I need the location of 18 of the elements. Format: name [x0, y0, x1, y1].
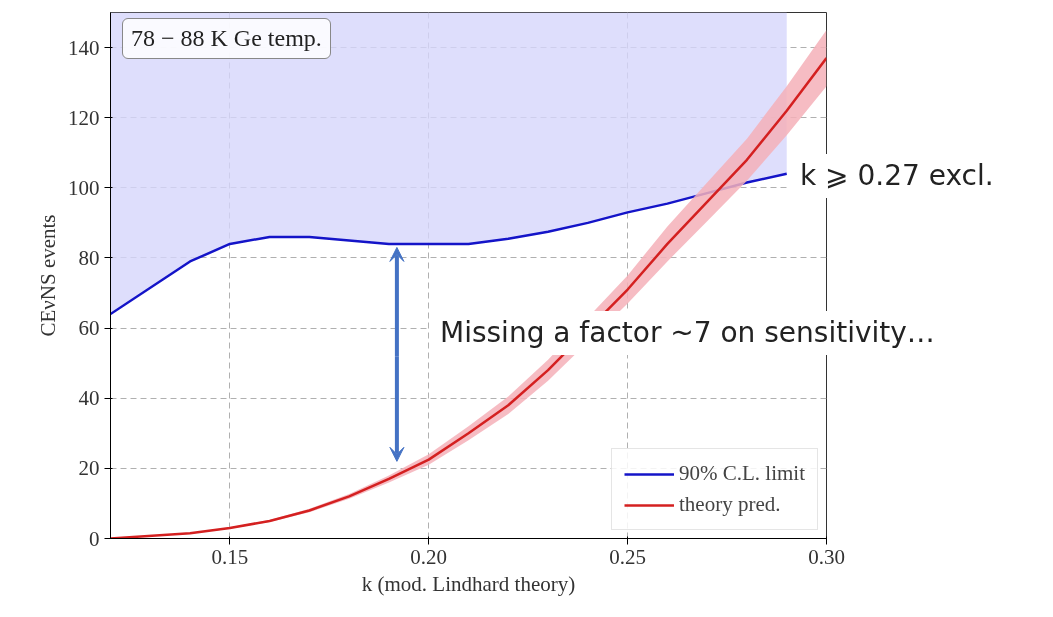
y-tick-label: 80 [78, 245, 100, 270]
y-tick-label: 100 [68, 175, 100, 200]
y-tick-label: 0 [89, 526, 100, 551]
x-axis-title: k (mod. Lindhard theory) [361, 571, 576, 596]
legend-label: 90% C.L. limit [679, 461, 805, 486]
x-tick-label: 0.15 [211, 544, 249, 569]
y-tick-label: 60 [78, 316, 100, 341]
annotation: 78 − 88 K Ge temp. [122, 18, 331, 59]
y-tick-label: 40 [78, 386, 100, 411]
legend-label: theory pred. [679, 492, 781, 517]
y-tick-label: 120 [68, 105, 100, 130]
x-tick-label: 0.30 [808, 544, 845, 569]
x-tick-label: 0.25 [609, 544, 646, 569]
y-axis-title: CEνNS events [36, 214, 60, 337]
y-tick-label: 20 [78, 456, 100, 481]
x-tick-label: 0.20 [410, 544, 448, 569]
y-tick-label: 140 [68, 35, 100, 60]
line-series [110, 172, 788, 316]
